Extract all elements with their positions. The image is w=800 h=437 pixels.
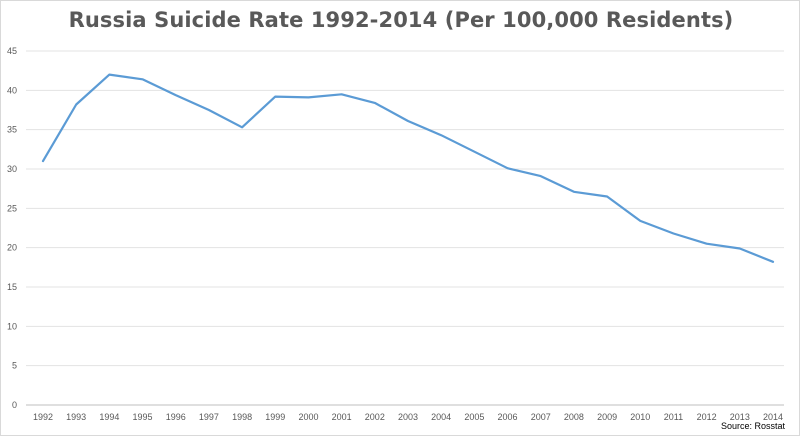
- x-tick-label: 1993: [66, 412, 86, 422]
- y-tick-label: 45: [7, 46, 17, 56]
- x-tick-label: 2011: [664, 412, 683, 422]
- source-note: Source: Rosstat: [721, 421, 785, 431]
- y-tick-label: 25: [7, 203, 17, 213]
- y-tick-label: 20: [7, 243, 17, 253]
- x-tick-label: 2010: [630, 412, 650, 422]
- y-tick-label: 40: [7, 85, 17, 95]
- x-tick-label: 1995: [133, 412, 153, 422]
- x-tick-label: 2008: [564, 412, 584, 422]
- x-tick-label: 2004: [431, 412, 451, 422]
- y-tick-label: 10: [7, 321, 17, 331]
- x-tick-label: 1999: [265, 412, 285, 422]
- x-tick-label: 2003: [398, 412, 418, 422]
- x-tick-label: 1998: [232, 412, 252, 422]
- x-tick-label: 1996: [166, 412, 186, 422]
- x-tick-label: 2012: [697, 412, 717, 422]
- series-line: [43, 75, 773, 262]
- y-tick-label: 0: [12, 400, 17, 410]
- y-tick-label: 15: [7, 282, 17, 292]
- y-tick-label: 5: [12, 361, 17, 371]
- x-tick-label: 1992: [33, 412, 53, 422]
- x-tick-label: 1997: [199, 412, 219, 422]
- x-tick-label: 2007: [531, 412, 551, 422]
- x-tick-label: 2002: [365, 412, 385, 422]
- x-tick-label: 2006: [498, 412, 518, 422]
- x-tick-label: 2009: [597, 412, 617, 422]
- x-tick-label: 2000: [298, 412, 318, 422]
- x-tick-label: 2005: [464, 412, 484, 422]
- x-tick-label: 1994: [99, 412, 119, 422]
- y-tick-label: 30: [7, 164, 17, 174]
- y-tick-label: 35: [7, 125, 17, 135]
- x-tick-label: 2001: [332, 412, 352, 422]
